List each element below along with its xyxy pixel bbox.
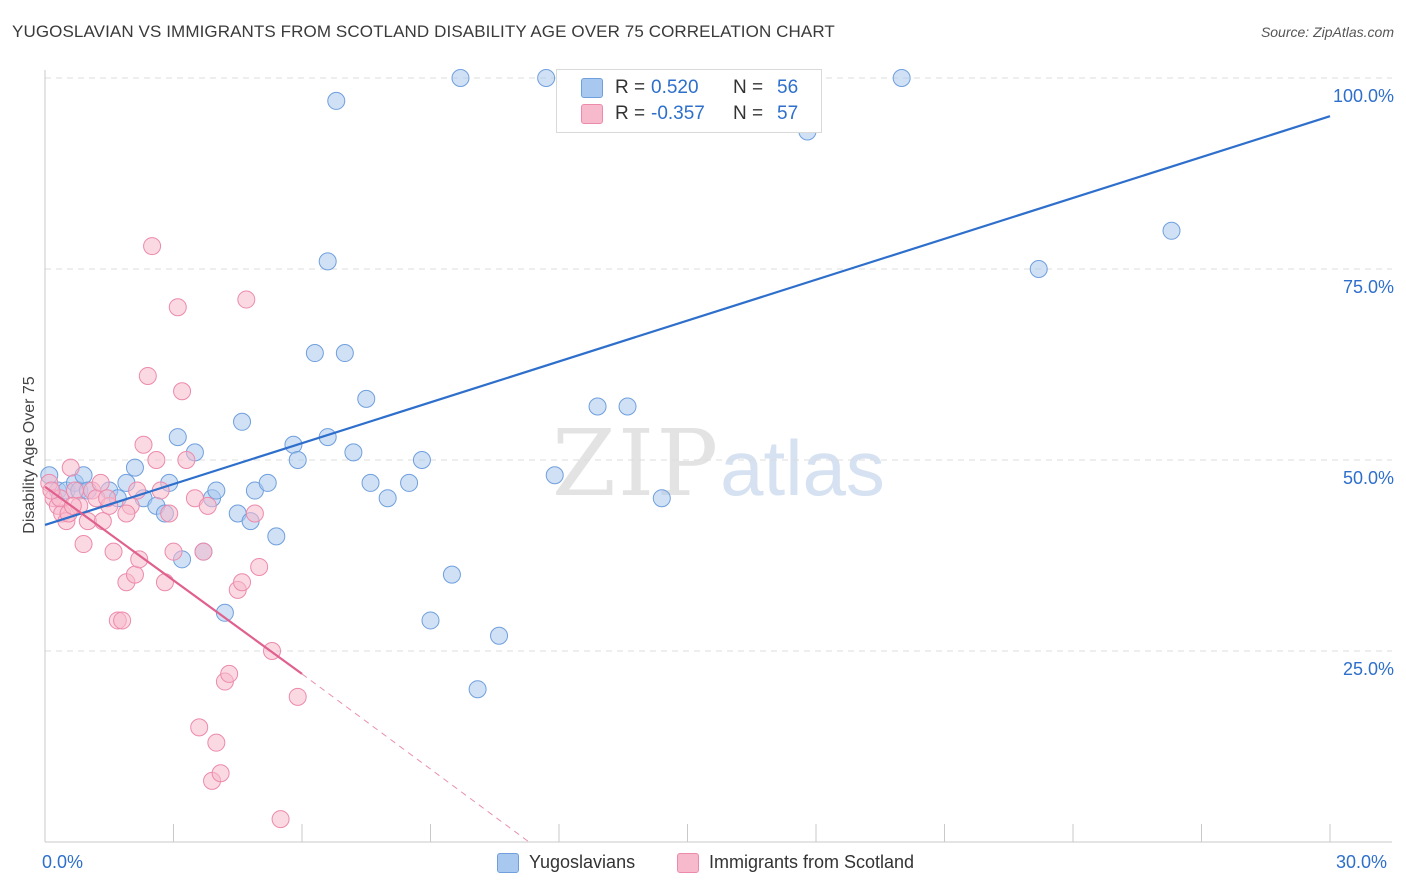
r-value: 0.520 [651,77,699,98]
legend-swatch-pink [581,104,603,124]
n-label: N = [733,103,764,124]
legend-label: Immigrants from Scotland [709,852,915,872]
scotland-point [65,481,84,500]
scotland-point [194,542,213,561]
series-legend: Yugoslavians Immigrants from Scotland [0,852,1406,878]
scotland-point [220,664,239,683]
scotland-point [250,557,269,576]
yugoslavian-point [451,69,470,87]
scotland-point [245,504,264,523]
stats-legend: R = 0.520 N = 56 R = -0.357 N = 57 [556,69,822,133]
scotland-point [160,504,179,523]
yugoslavian-point [335,344,354,363]
yugoslavian-point [545,466,564,485]
yugoslavian-point [233,412,252,431]
watermark: ZIPatlas [552,410,885,517]
yugoslavian-point [207,481,226,500]
x-tick-label: 0.0% [42,852,84,872]
scotland-point [168,298,187,317]
source-label: Source: ZipAtlas.com [1260,24,1394,40]
scotland-point [190,718,209,737]
scotland-point [237,290,256,309]
legend-item-yugoslavians[interactable]: Yugoslavians [497,852,635,873]
yugoslavian-point [400,473,419,492]
yugoslavian-point [537,69,556,87]
yugoslavian-point [892,69,911,87]
legend-row-scotland: R = -0.357 N = 57 [581,101,798,127]
legend-label: Yugoslavians [529,852,636,872]
y-axis-label: Disability Age Over 75 [21,376,38,534]
yugoslavian-point [267,527,286,546]
yugoslavian-point [357,389,376,408]
n-value: 57 [777,103,799,124]
scotland-point [74,535,93,554]
scotland-point [164,542,183,561]
legend-item-scotland[interactable]: Immigrants from Scotland [677,852,914,873]
yugoslavian-point [442,565,461,584]
scotland-point [98,489,117,508]
yugoslavian-point [412,451,431,469]
y-tick-label: 100.0% [1332,86,1394,106]
x-tick-label: 30.0% [1336,852,1388,872]
scotland-point [177,451,196,469]
yugoslavian-point [468,680,487,699]
r-label: R = [615,77,646,98]
watermark-zip: ZIP [552,410,721,517]
scotland-point [173,382,192,401]
scotland-point [130,550,149,569]
scotland-point [207,733,226,752]
legend-swatch-blue [497,852,519,873]
scotland-point [271,810,290,829]
yugoslavian-point [168,428,187,447]
yugoslavian-point [588,397,607,416]
scotland-point [155,573,174,592]
n-value: 56 [777,77,799,98]
yugoslavian-point [258,473,277,492]
scotland-point [288,687,307,706]
scotland-point [211,764,230,783]
scotland-point [134,435,153,454]
scotland-trend-line [44,485,303,675]
scotland-point [93,512,112,531]
scotland-point [91,473,110,492]
scotland-point [138,366,157,385]
yugoslavian-point [1162,221,1181,240]
yugoslavian-trend-line [44,115,1331,526]
legend-swatch-pink [677,852,699,873]
scotland-point [113,611,132,630]
yugoslavian-point [125,458,144,477]
scotland-point [61,458,80,477]
n-label: N = [733,77,764,98]
y-tick-label: 25.0% [1342,659,1394,679]
yugoslavian-point [378,489,397,508]
yugoslavian-point [361,473,380,492]
yugoslavian-point [288,451,307,469]
scotland-point [125,565,144,584]
yugoslavian-point [327,91,346,110]
y-tick-label: 75.0% [1342,277,1394,297]
scotland-point [117,504,136,523]
r-value: -0.357 [651,103,705,124]
scotland-point [104,542,123,561]
r-label: R = [615,103,646,124]
chart-title: YUGOSLAVIAN VS IMMIGRANTS FROM SCOTLAND … [12,22,835,41]
legend-row-yugoslavians: R = 0.520 N = 56 [581,75,798,101]
yugoslavian-point [618,397,637,416]
yugoslavian-point [305,344,324,363]
yugoslavian-point [344,443,363,462]
legend-swatch-blue [581,78,603,98]
yugoslavian-point [490,626,509,645]
scotland-point [147,451,166,469]
yugoslavian-point [1029,260,1048,278]
scotland-trend-extension [301,673,530,843]
yugoslavian-point [318,252,337,271]
scotland-point [143,237,162,256]
yugoslavian-point [421,611,440,630]
scotland-point [233,573,252,592]
scotland-point [198,496,217,515]
y-tick-label: 50.0% [1342,468,1394,488]
watermark-atlas: atlas [720,424,885,512]
yugoslavian-point [652,489,671,508]
